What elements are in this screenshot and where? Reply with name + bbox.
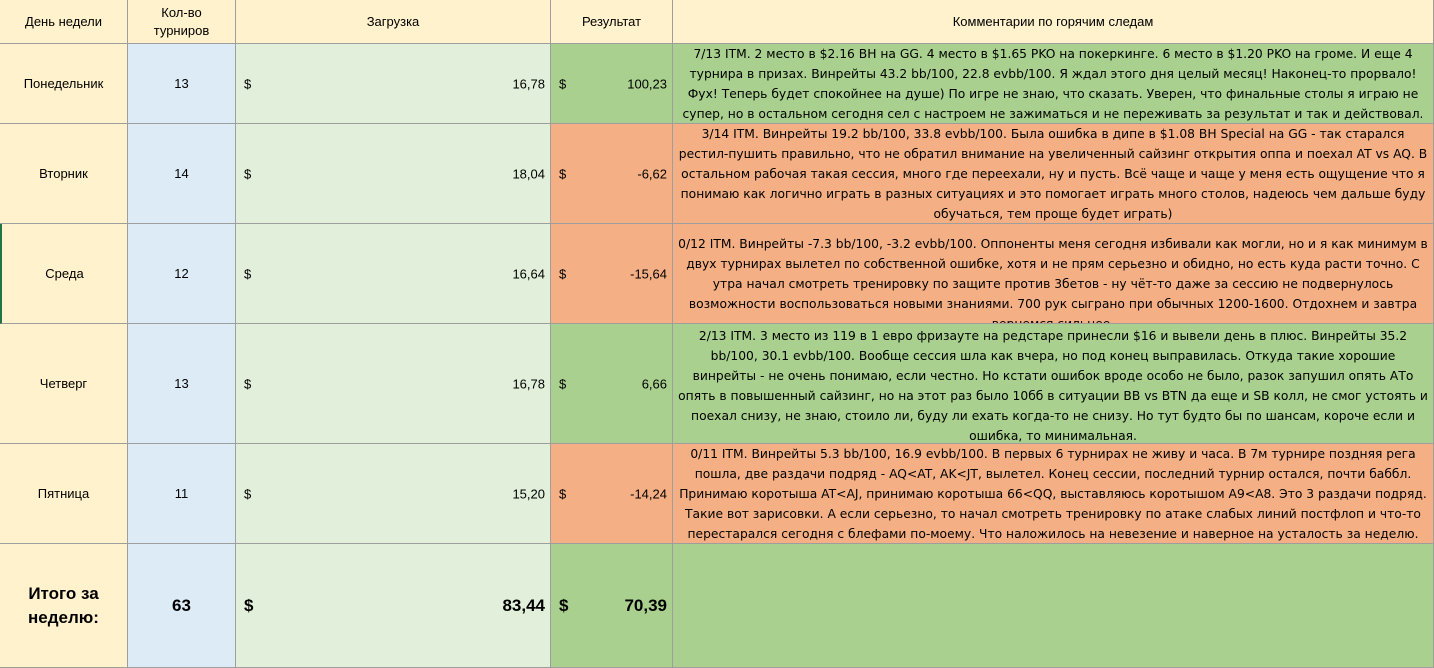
result-value: 6,66: [641, 376, 667, 391]
result-cell[interactable]: $ -6,62: [551, 124, 673, 224]
header-count[interactable]: Кол-во турниров: [128, 0, 236, 44]
load-cell[interactable]: $16,78: [236, 324, 551, 444]
total-result-cell[interactable]: $70,39: [551, 544, 673, 668]
result-value: -6,62: [637, 166, 667, 181]
result-cell[interactable]: $ -15,64: [551, 224, 673, 324]
comment-cell[interactable]: 0/11 ITM. Винрейты 5.3 bb/100, 16.9 evbb…: [673, 444, 1434, 544]
load-cell[interactable]: $16,78: [236, 44, 551, 124]
count-cell[interactable]: 12: [128, 224, 236, 324]
comment-text: 7/13 ITM. 2 место в $2.16 BH на GG. 4 ме…: [682, 47, 1424, 121]
comment-cell[interactable]: 2/13 ITM. 3 место из 119 в 1 евро фризау…: [673, 324, 1434, 444]
day-cell[interactable]: Среда: [0, 224, 128, 324]
total-comment-cell[interactable]: [673, 544, 1434, 668]
day-label: Вторник: [39, 166, 88, 181]
currency-symbol: $: [244, 595, 254, 615]
count-value: 14: [174, 166, 189, 181]
comment-text: 2/13 ITM. 3 место из 119 в 1 евро фризау…: [678, 329, 1428, 443]
count-cell[interactable]: 13: [128, 44, 236, 124]
day-label: Среда: [45, 266, 84, 281]
count-cell[interactable]: 11: [128, 444, 236, 544]
comment-cell[interactable]: 7/13 ITM. 2 место в $2.16 BH на GG. 4 ме…: [673, 44, 1434, 124]
currency-symbol: $: [244, 376, 252, 391]
result-cell[interactable]: $6,66: [551, 324, 673, 444]
count-value: 13: [174, 76, 189, 91]
currency-symbol: $: [559, 595, 569, 615]
currency-symbol: $: [559, 376, 567, 391]
header-result[interactable]: Результат: [551, 0, 673, 44]
total-label-cell[interactable]: Итого за неделю:: [0, 544, 128, 668]
header-result-label: Результат: [581, 13, 642, 29]
comment-text: 0/12 ITM. Винрейты -7.3 bb/100, -3.2 evb…: [678, 237, 1428, 324]
comment-text: 3/14 ITM. Винрейты 19.2 bb/100, 33.8 evb…: [678, 127, 1428, 221]
currency-symbol: $: [244, 486, 252, 501]
load-cell[interactable]: $16,64: [236, 224, 551, 324]
total-load-cell[interactable]: $83,44: [236, 544, 551, 668]
day-label: Четверг: [39, 376, 88, 391]
result-value: -15,64: [630, 266, 667, 281]
currency-symbol: $: [244, 166, 252, 181]
day-cell[interactable]: Понедельник: [0, 44, 128, 124]
count-value: 13: [174, 376, 189, 391]
load-value: 18,04: [512, 166, 545, 181]
count-cell[interactable]: 14: [128, 124, 236, 224]
result-cell[interactable]: $100,23: [551, 44, 673, 124]
currency-symbol: $: [244, 266, 252, 281]
day-label: Пятница: [37, 486, 90, 501]
day-cell[interactable]: Четверг: [0, 324, 128, 444]
header-comments[interactable]: Комментарии по горячим следам: [673, 0, 1434, 44]
load-cell[interactable]: $18,04: [236, 124, 551, 224]
day-label: Понедельник: [23, 76, 104, 91]
count-value: 11: [174, 486, 189, 501]
header-comments-label: Комментарии по горячим следам: [952, 13, 1154, 29]
result-value: 100,23: [627, 76, 667, 91]
load-value: 16,78: [512, 76, 545, 91]
day-cell[interactable]: Пятница: [0, 444, 128, 544]
comment-cell[interactable]: 0/12 ITM. Винрейты -7.3 bb/100, -3.2 evb…: [673, 224, 1434, 324]
load-value: 15,20: [512, 486, 545, 501]
load-value: 16,64: [512, 266, 545, 281]
header-day[interactable]: День недели: [0, 0, 128, 44]
currency-symbol: $: [559, 166, 567, 181]
currency-symbol: $: [559, 76, 567, 91]
total-result-value: 70,39: [624, 595, 667, 615]
result-value: -14,24: [630, 486, 667, 501]
total-label: Итого за неделю:: [28, 583, 99, 627]
total-count-value: 63: [172, 595, 191, 615]
day-cell[interactable]: Вторник: [0, 124, 128, 224]
header-load-label: Загрузка: [366, 13, 420, 29]
currency-symbol: $: [244, 76, 252, 91]
load-value: 16,78: [512, 376, 545, 391]
comment-cell[interactable]: 3/14 ITM. Винрейты 19.2 bb/100, 33.8 evb…: [673, 124, 1434, 224]
comment-text: 0/11 ITM. Винрейты 5.3 bb/100, 16.9 evbb…: [679, 447, 1427, 541]
header-count-label: Кол-во турниров: [153, 4, 210, 38]
currency-symbol: $: [559, 266, 567, 281]
header-day-label: День недели: [25, 13, 102, 29]
currency-symbol: $: [559, 486, 567, 501]
total-count-cell[interactable]: 63: [128, 544, 236, 668]
count-cell[interactable]: 13: [128, 324, 236, 444]
total-load-value: 83,44: [502, 595, 545, 615]
header-load[interactable]: Загрузка: [236, 0, 551, 44]
load-cell[interactable]: $15,20: [236, 444, 551, 544]
count-value: 12: [174, 266, 189, 281]
result-cell[interactable]: $ -14,24: [551, 444, 673, 544]
